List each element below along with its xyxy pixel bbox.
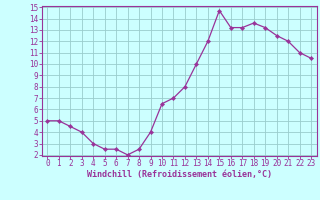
X-axis label: Windchill (Refroidissement éolien,°C): Windchill (Refroidissement éolien,°C) bbox=[87, 170, 272, 179]
